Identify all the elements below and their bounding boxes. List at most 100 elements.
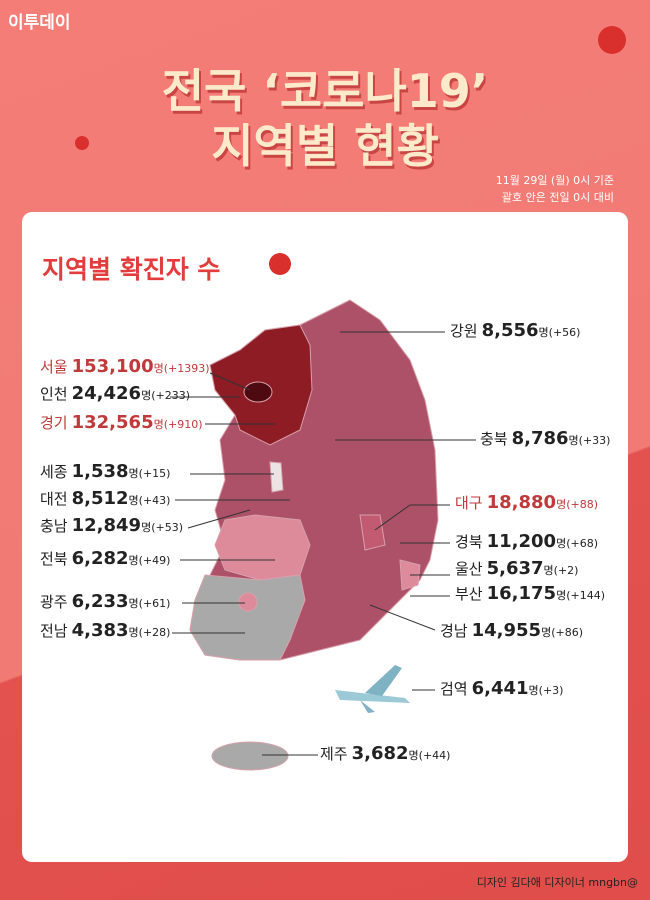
region-count: 1,538 [71,461,129,482]
region-name: 충북 [480,430,508,448]
region-change: (+28) [138,626,171,639]
unit: 명 [528,684,539,697]
region-name: 전북 [40,550,68,568]
region-count: 153,100 [71,356,154,377]
region-label: 경기 132,565명(+910) [40,412,203,433]
unit: 명 [541,626,552,639]
region-name: 부산 [455,585,483,603]
unit: 명 [141,389,152,402]
region-count: 16,175 [486,583,557,604]
region-name: 경북 [455,533,483,551]
region-label: 울산 5,637명(+2) [455,558,578,579]
region-count: 6,282 [71,548,129,569]
unit: 명 [153,362,164,375]
region-label: 부산 16,175명(+144) [455,583,605,604]
region-label: 전북 6,282명(+49) [40,548,170,569]
region-label: 경북 11,200명(+68) [455,531,598,552]
region-name: 광주 [40,593,68,611]
region-change: (+233) [151,389,190,402]
unit: 명 [556,498,567,511]
region-count: 4,383 [71,620,129,641]
region-change: (+43) [138,494,171,507]
unit: 명 [538,326,549,339]
region-count: 3,682 [351,743,409,764]
unit: 명 [568,434,579,447]
unit: 명 [556,537,567,550]
region-count: 8,556 [481,320,539,341]
region-change: (+144) [566,589,605,602]
region-count: 18,880 [486,492,557,513]
region-name: 세종 [40,463,68,481]
region-name: 서울 [40,358,68,376]
region-count: 5,637 [486,558,544,579]
region-count: 8,512 [71,488,129,509]
region-change: (+61) [138,597,171,610]
region-name: 인천 [40,385,68,403]
region-change: (+56) [548,326,581,339]
region-name: 강원 [450,322,478,340]
card-title: 지역별 확진자 수 [42,255,221,284]
region-change: (+910) [163,418,203,431]
virus-icon [75,26,626,150]
unit: 명 [128,554,139,567]
unit: 명 [128,494,139,507]
region-label: 세종 1,538명(+15) [40,461,170,482]
region-label: 강원 8,556명(+56) [450,320,580,341]
region-change: (+88) [566,498,598,511]
virus-icon [269,253,291,275]
region-label: 충남 12,849명(+53) [40,515,183,536]
unit: 명 [128,626,139,639]
region-name: 제주 [320,745,348,763]
region-name: 검역 [440,680,468,698]
title-line: 전국 ‘코로나19’ [161,64,489,118]
region-label: 대전 8,512명(+43) [40,488,170,509]
region-change: (+3) [538,684,564,697]
region-name: 대전 [40,490,68,508]
regions [189,299,439,771]
region-label: 대구 18,880명(+88) [455,492,598,513]
unit: 명 [408,749,419,762]
region-change: (+1393) [163,362,210,375]
unit: 명 [543,564,554,577]
region-label: 전남 4,383명(+28) [40,620,170,641]
region-change: (+2) [553,564,579,577]
region-label: 검역 6,441명(+3) [440,678,563,699]
region-name: 충남 [40,517,68,535]
title-line: 지역별 현황 [211,119,439,173]
region-change: (+15) [138,467,171,480]
region-count: 132,565 [71,412,154,433]
region-change: (+86) [551,626,583,639]
region-count: 11,200 [486,531,557,552]
region-label: 인천 24,426명(+233) [40,383,190,404]
region-count: 14,955 [471,620,542,641]
unit: 명 [128,467,139,480]
region-label: 경남 14,955명(+86) [440,620,583,641]
region-label: 제주 3,682명(+44) [320,743,450,764]
region-label: 충북 8,786명(+33) [480,428,610,449]
region-name: 울산 [455,560,483,578]
note: 11월 29일 (월) 0시 기준 [495,174,614,187]
region-label: 서울 153,100명(+1393) [40,356,210,377]
region-name: 전남 [40,622,68,640]
footer: 디자인 김다애 디자이너 mngbn@ [476,876,638,889]
region-change: (+33) [578,434,611,447]
region-count: 8,786 [511,428,569,449]
leader-lines [170,331,476,756]
plane [335,665,410,713]
logo: 이투데이 [8,13,71,33]
unit: 명 [556,589,567,602]
region-label: 광주 6,233명(+61) [40,591,170,612]
unit: 명 [128,597,139,610]
region-change: (+44) [418,749,451,762]
region-count: 12,849 [71,515,142,536]
region-name: 경남 [440,622,468,640]
region-name: 대구 [455,494,483,512]
region-count: 6,233 [71,591,129,612]
region-change: (+53) [151,521,183,534]
region-count: 24,426 [71,383,142,404]
region-count: 6,441 [471,678,529,699]
unit: 명 [141,521,152,534]
unit: 명 [153,418,164,431]
